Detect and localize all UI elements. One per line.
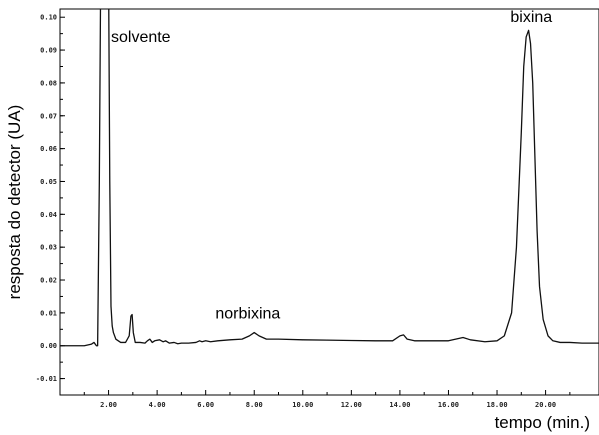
x-tick-label: 10.00 xyxy=(292,401,313,409)
y-tick-label: 0.00 xyxy=(40,342,57,350)
y-tick-label: 0.05 xyxy=(40,178,57,186)
x-tick-label: 12.00 xyxy=(341,401,362,409)
y-tick-label: -0.01 xyxy=(36,375,57,383)
x-tick-label: 6.00 xyxy=(197,401,214,409)
x-tick-label: 20.00 xyxy=(535,401,556,409)
plot-frame xyxy=(59,8,599,396)
trace-layer xyxy=(60,9,599,347)
y-axis-title: resposta do detector (UA) xyxy=(5,105,24,300)
x-tick-label: 14.00 xyxy=(389,401,410,409)
x-axis-title: tempo (min.) xyxy=(495,413,590,432)
y-tick-label: 0.03 xyxy=(40,244,57,252)
peak-labels: solvente norbixina bixina xyxy=(111,9,552,322)
x-tick-label: 18.00 xyxy=(486,401,507,409)
peak-label-bixina: bixina xyxy=(510,9,552,26)
x-tick-label: 8.00 xyxy=(246,401,263,409)
x-tick-label: 4.00 xyxy=(149,401,166,409)
y-tick-label: 0.06 xyxy=(40,145,57,153)
axis-ticks: 2.00 4.00 6.00 8.00 10.00 12.00 14.00 16.00 18.0… xyxy=(36,14,571,409)
y-tick-label: 0.01 xyxy=(40,309,57,317)
x-tick-label: 2.00 xyxy=(100,401,117,409)
y-tick-label: 0.08 xyxy=(40,79,57,87)
detector-trace xyxy=(60,9,599,347)
peak-label-norbixina: norbixina xyxy=(215,305,280,322)
peak-label-solvente: solvente xyxy=(111,29,171,46)
y-tick-label: 0.04 xyxy=(40,211,57,219)
x-tick-label: 16.00 xyxy=(438,401,459,409)
y-tick-label: 0.07 xyxy=(40,112,57,120)
y-tick-label: 0.02 xyxy=(40,277,57,285)
y-tick-label: 0.10 xyxy=(40,14,57,22)
y-tick-label: 0.09 xyxy=(40,47,57,55)
